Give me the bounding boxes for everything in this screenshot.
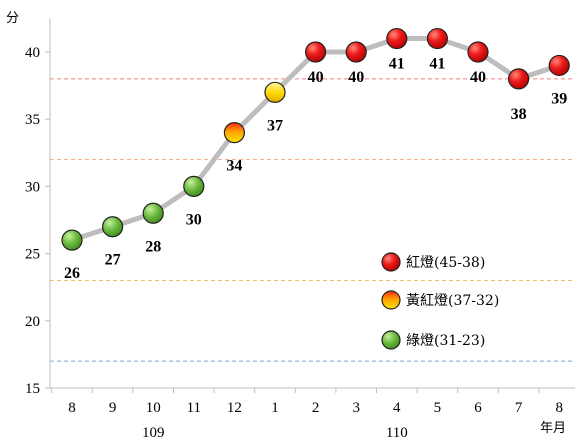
x-tick-label: 4 bbox=[393, 400, 401, 416]
x-tick-label: 1 bbox=[271, 400, 279, 416]
y-tick-label: 25 bbox=[25, 247, 40, 263]
x-tick-label: 8 bbox=[555, 400, 563, 416]
data-point bbox=[548, 54, 570, 77]
legend-marker bbox=[381, 330, 401, 350]
legend-marker bbox=[381, 290, 401, 310]
data-label: 27 bbox=[105, 252, 121, 269]
data-label: 37 bbox=[267, 117, 283, 134]
data-label: 28 bbox=[145, 238, 161, 255]
y-tick-label: 35 bbox=[25, 112, 40, 128]
y-tick-label: 40 bbox=[25, 45, 40, 61]
y-axis-unit-label: 分 bbox=[6, 11, 19, 26]
data-label: 34 bbox=[226, 158, 242, 175]
legend-label: 紅燈(45-38) bbox=[406, 255, 485, 271]
year-label: 109 bbox=[142, 425, 165, 437]
x-tick-label: 3 bbox=[352, 400, 360, 416]
data-point bbox=[101, 216, 124, 238]
data-point bbox=[61, 229, 83, 251]
data-point bbox=[426, 27, 448, 50]
data-label: 40 bbox=[308, 69, 324, 86]
data-label: 40 bbox=[348, 69, 364, 86]
x-tick-label: 2 bbox=[312, 400, 320, 416]
data-label: 26 bbox=[64, 265, 80, 282]
data-point bbox=[507, 68, 530, 90]
x-tick-label: 10 bbox=[146, 400, 161, 416]
data-label: 38 bbox=[511, 106, 527, 123]
legend-label: 綠燈(31-23) bbox=[406, 333, 485, 349]
data-point bbox=[264, 81, 286, 103]
data-point bbox=[142, 202, 164, 224]
x-axis-unit-label: 年月 bbox=[540, 421, 566, 436]
year-label: 110 bbox=[386, 425, 408, 437]
legend-marker bbox=[381, 252, 401, 272]
x-tick-label: 8 bbox=[68, 400, 76, 416]
data-point bbox=[345, 41, 367, 63]
y-tick-label: 30 bbox=[25, 179, 40, 195]
threshold-lines bbox=[50, 78, 575, 362]
x-tick-label: 7 bbox=[515, 400, 523, 416]
data-point bbox=[467, 41, 489, 63]
legend-label: 黃紅燈(37-32) bbox=[406, 293, 499, 309]
x-tick-label: 9 bbox=[109, 400, 117, 416]
x-tick-label: 5 bbox=[434, 400, 442, 416]
data-point bbox=[386, 27, 408, 50]
data-label: 41 bbox=[429, 56, 445, 73]
x-tick-label: 6 bbox=[474, 400, 482, 416]
x-tick-label: 11 bbox=[187, 400, 201, 416]
data-label: 39 bbox=[551, 90, 567, 107]
data-point bbox=[223, 122, 245, 144]
x-tick-label: 12 bbox=[227, 400, 242, 416]
data-point bbox=[305, 41, 327, 63]
data-label: 41 bbox=[389, 56, 405, 73]
data-point bbox=[183, 175, 205, 197]
data-label: 40 bbox=[470, 69, 486, 86]
legend: 紅燈(45-38) 黃紅燈(37-32) 綠燈(31-23) bbox=[381, 252, 499, 350]
y-tick-label: 15 bbox=[25, 381, 40, 397]
y-tick-label: 20 bbox=[25, 314, 40, 330]
data-label: 30 bbox=[186, 211, 202, 228]
series-score: 26 27 28 30 34 37 40 40 41 41 40 38 39 bbox=[61, 27, 570, 282]
